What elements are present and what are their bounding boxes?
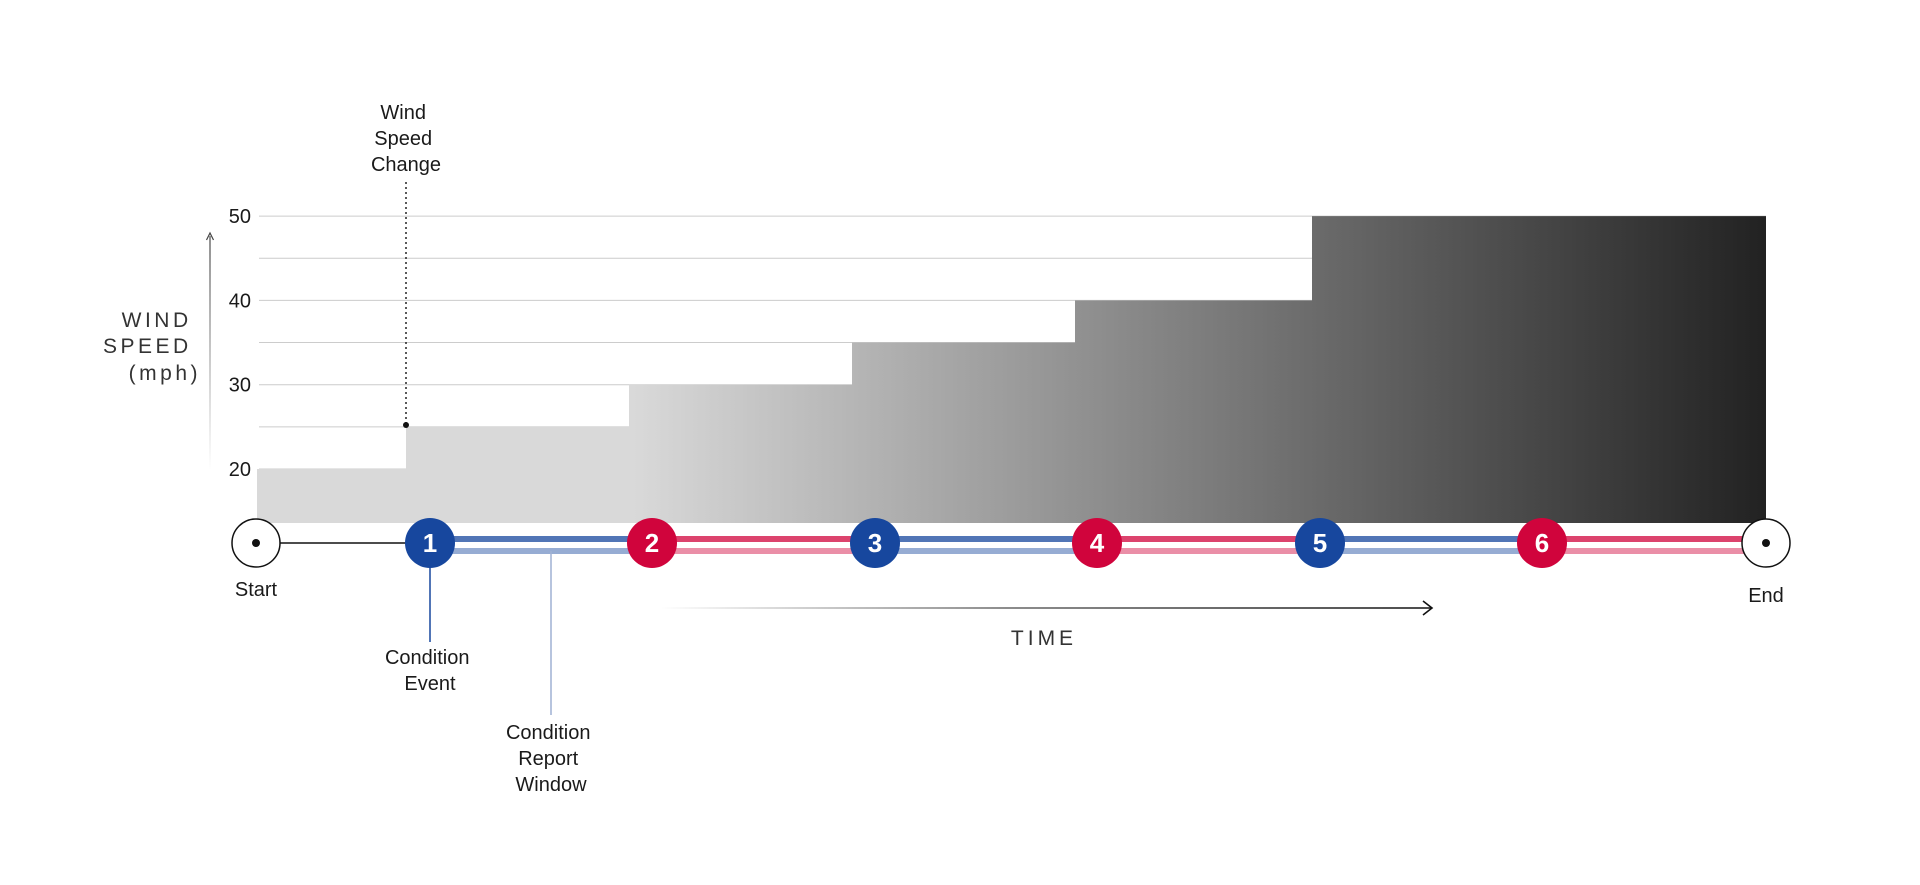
- y-axis-label-line: (mph): [129, 362, 201, 385]
- start-label: Start: [235, 579, 278, 601]
- report-window-band-top: [652, 536, 875, 542]
- time-axis-arrow: [660, 600, 1434, 616]
- step-marker-number: 4: [1090, 528, 1105, 558]
- report-window-band-top: [1320, 536, 1542, 542]
- step-marker-number: 6: [1535, 528, 1549, 558]
- report-window-band-top: [1097, 536, 1320, 542]
- condition-event-annotation: Condition Event: [385, 647, 475, 695]
- wind-speed-change-label: Change: [371, 154, 441, 176]
- wind-speed-change-annotation: Wind Speed Change: [371, 102, 441, 428]
- report-window-band-bottom: [1097, 548, 1320, 554]
- end-label: End: [1748, 585, 1784, 607]
- time-axis-label: TIME: [1011, 627, 1077, 650]
- step-marker-6: 6: [1517, 518, 1567, 568]
- condition-report-window-label: Condition: [506, 722, 591, 744]
- end-marker: End: [1741, 518, 1791, 607]
- report-window-band-bottom: [430, 548, 652, 554]
- step-marker-2: 2: [627, 518, 677, 568]
- y-tick-label: 40: [229, 290, 251, 312]
- step-marker-circle: [1517, 518, 1567, 568]
- step-marker-circle: [627, 518, 677, 568]
- step-marker-circle: [1295, 518, 1345, 568]
- y-axis-arrow: [205, 231, 215, 472]
- condition-event-label: Condition: [385, 647, 470, 669]
- step-marker-number: 1: [423, 528, 437, 558]
- step-marker-4: 4: [1072, 518, 1122, 568]
- step-marker-circle: [405, 518, 455, 568]
- step-marker-3: 3: [850, 518, 900, 568]
- step-marker-circle: [1072, 518, 1122, 568]
- y-tick-label: 30: [229, 375, 251, 397]
- condition-report-window-label: Report: [518, 748, 578, 770]
- step-marker-number: 3: [868, 528, 882, 558]
- report-window-band-bottom: [652, 548, 875, 554]
- wind-speed-change-label: Speed: [374, 128, 432, 150]
- y-axis-label-line: WIND: [122, 309, 192, 332]
- y-axis-label-line: SPEED: [103, 335, 192, 358]
- svg-text:Wind Speed Change: Wind Speed Change: [371, 102, 441, 176]
- condition-event-label: Event: [404, 673, 456, 695]
- y-tick-label: 20: [229, 459, 251, 481]
- wind-speed-change-label: Wind: [380, 102, 426, 124]
- step-marker-number: 2: [645, 528, 659, 558]
- condition-report-bands: [430, 536, 1766, 554]
- wind-speed-step-area: [257, 216, 1766, 523]
- report-window-band-bottom: [875, 548, 1097, 554]
- y-tick-label: 50: [229, 206, 251, 228]
- report-window-band-top: [875, 536, 1097, 542]
- step-marker-1: 1: [405, 518, 455, 568]
- report-window-band-bottom: [1320, 548, 1542, 554]
- y-axis-label: WIND SPEED (mph): [103, 309, 201, 385]
- report-window-band-bottom: [1542, 548, 1766, 554]
- condition-report-window-label: Window: [515, 774, 587, 796]
- step-marker-circle: [850, 518, 900, 568]
- step-marker-number: 5: [1313, 528, 1327, 558]
- y-axis-ticks: 50 40 30 20: [229, 206, 251, 481]
- report-window-band-top: [430, 536, 652, 542]
- step-marker-5: 5: [1295, 518, 1345, 568]
- start-marker: Start: [231, 518, 281, 601]
- report-window-band-top: [1542, 536, 1766, 542]
- condition-report-window-annotation: Condition Report Window: [506, 722, 596, 796]
- step-markers: 1 2 3 4 5 6: [405, 518, 1567, 568]
